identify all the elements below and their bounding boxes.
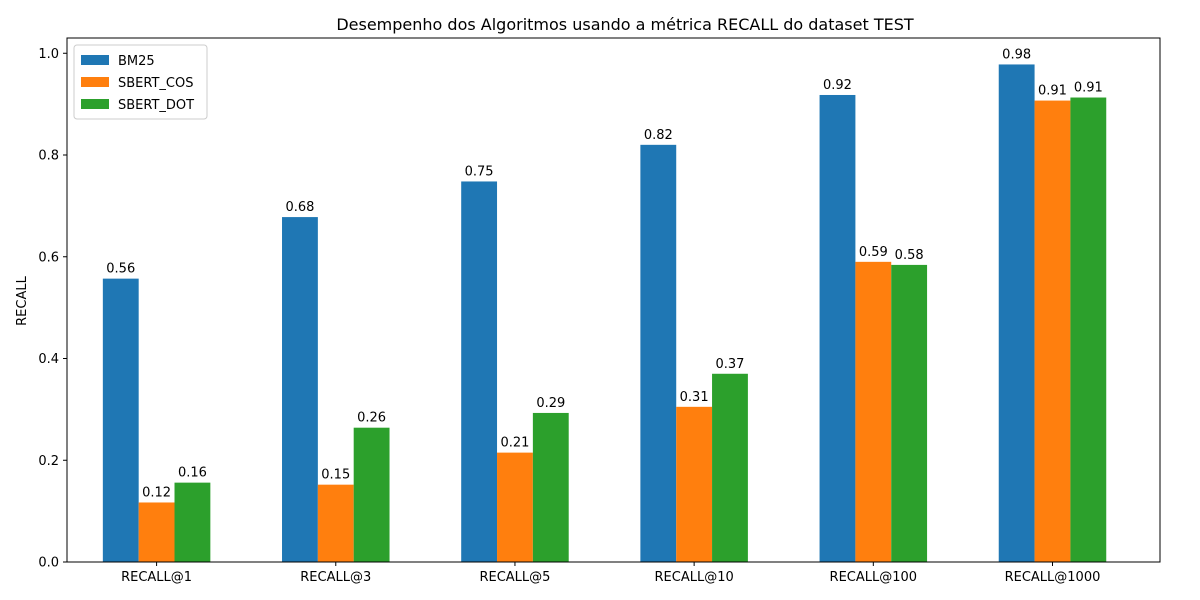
- bar: [1034, 100, 1071, 562]
- legend-swatch: [81, 77, 109, 87]
- bar: [532, 412, 569, 562]
- bar: [102, 278, 139, 562]
- data-label: 0.12: [142, 485, 171, 500]
- y-tick-label: 0.0: [38, 556, 59, 571]
- data-label: 0.31: [680, 390, 709, 405]
- data-label: 0.91: [1074, 81, 1103, 96]
- bar: [317, 484, 354, 562]
- legend-label: BM25: [118, 54, 155, 69]
- legend-swatch: [81, 55, 109, 65]
- bar: [282, 217, 318, 562]
- legend: BM25 SBERT_COS SBERT_DOT: [73, 44, 208, 120]
- y-axis-label: RECALL: [15, 275, 30, 325]
- y-tick-label: 1.0: [38, 47, 59, 62]
- data-label: 0.98: [1002, 47, 1031, 62]
- data-label: 0.59: [859, 245, 888, 260]
- y-tick-label: 0.8: [38, 149, 59, 164]
- bar: [640, 144, 677, 562]
- y-tick-label: 0.2: [38, 454, 59, 469]
- data-label: 0.58: [895, 248, 924, 263]
- plot-area: 0.56 0.68 0.75 0.82 0.92 0.98 0.12 0.15 0.21 0.31…: [38, 37, 1161, 585]
- legend-swatch: [81, 99, 109, 109]
- data-label: 0.29: [536, 396, 565, 411]
- data-label: 0.15: [321, 468, 350, 483]
- x-tick-label: RECALL@1: [121, 570, 192, 585]
- data-label: 0.91: [1038, 84, 1067, 99]
- x-tick-label: RECALL@10: [655, 570, 734, 585]
- legend-label: SBERT_DOT: [118, 98, 194, 113]
- bar: [353, 427, 390, 562]
- bar: [174, 482, 211, 562]
- bar: [138, 502, 175, 562]
- y-tick-label: 0.4: [38, 352, 59, 367]
- bar: [676, 406, 713, 562]
- x-tick-label: RECALL@3: [300, 570, 371, 585]
- data-label: 0.56: [106, 262, 135, 277]
- x-tick-label: RECALL@1000: [1005, 570, 1101, 585]
- data-label: 0.26: [357, 411, 386, 426]
- y-tick-label: 0.6: [38, 250, 59, 265]
- bar: [461, 181, 498, 562]
- data-label: 0.37: [715, 357, 744, 372]
- bar: [891, 264, 928, 562]
- legend-label: SBERT_COS: [118, 76, 193, 91]
- bar: [998, 64, 1035, 562]
- data-label: 0.16: [178, 466, 207, 481]
- bar: [1070, 97, 1107, 563]
- data-label: 0.75: [465, 164, 494, 179]
- bar: [855, 261, 892, 562]
- x-tick-label: RECALL@5: [479, 570, 550, 585]
- bar: [497, 452, 533, 562]
- axes-frame: [66, 37, 1161, 563]
- bar: [819, 94, 856, 562]
- bar: [712, 373, 748, 562]
- data-label: 0.92: [823, 78, 852, 93]
- data-label: 0.82: [644, 128, 673, 143]
- chart-title: Desempenho dos Algoritmos usando a métri…: [336, 15, 914, 34]
- data-label: 0.21: [500, 436, 529, 451]
- x-tick-label: RECALL@100: [830, 570, 918, 585]
- data-label: 0.68: [285, 200, 314, 215]
